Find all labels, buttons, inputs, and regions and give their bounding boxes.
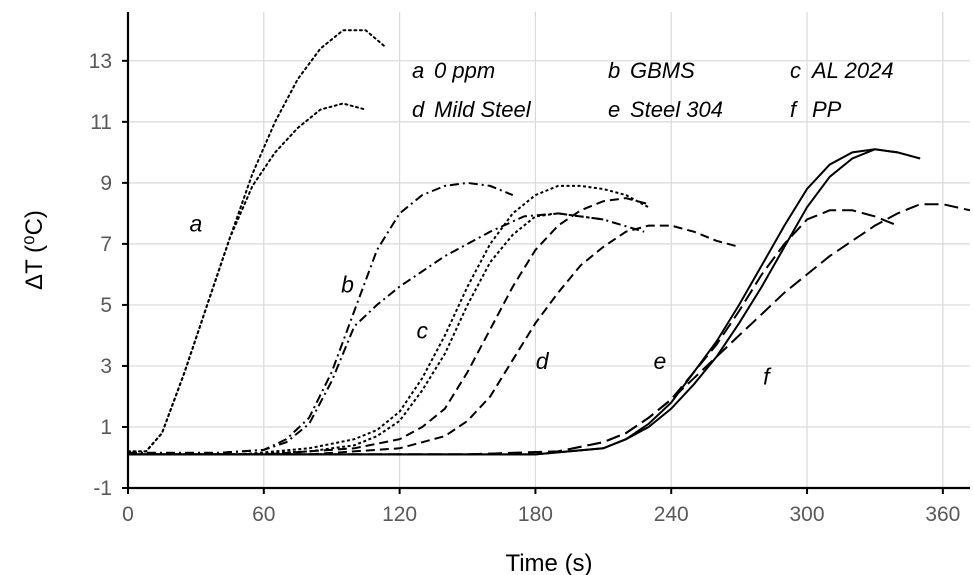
y-tick-label: 1 (100, 416, 112, 439)
curve-label-d: d (536, 348, 550, 374)
series-d-line-6 (128, 198, 649, 454)
series-b-line-2 (128, 183, 513, 453)
x-tick-label: 120 (382, 503, 417, 526)
series-a-line-0 (128, 30, 384, 451)
axes (128, 12, 970, 488)
x-tick-label: 0 (122, 503, 134, 526)
tick-marks (122, 61, 943, 494)
series-group (128, 30, 970, 454)
y-tick-label: 11 (90, 111, 112, 134)
series-c-line-5 (128, 213, 603, 454)
legend-key-a: a (412, 58, 424, 83)
series-d-line-7 (128, 226, 739, 455)
x-axis-title: Time (s) (505, 550, 592, 575)
series-c-line-4 (128, 186, 649, 455)
legend-label-a: 0 ppm (434, 58, 495, 83)
curve-label-a: a (190, 211, 203, 237)
legend-key-c: c (790, 58, 801, 83)
y-tick-label: 5 (100, 294, 112, 317)
legend-key-b: b (608, 58, 620, 83)
curve-label-f: f (763, 363, 772, 389)
legend-label-e: Steel 304 (630, 97, 723, 122)
legend-label-d: Mild Steel (434, 97, 532, 122)
x-tick-label: 360 (925, 503, 960, 526)
x-tick-label: 300 (790, 503, 825, 526)
legend-label-b: GBMS (630, 58, 695, 83)
y-tick-label: -1 (93, 477, 112, 500)
series-e-line-8 (128, 210, 898, 454)
legend-key-d: d (412, 97, 425, 122)
x-tick-label: 240 (654, 503, 689, 526)
curve-label-b: b (341, 272, 354, 298)
y-axis-title: ΔT (⁰C) (21, 210, 48, 290)
legend-key-f: f (790, 97, 799, 122)
curve-label-c: c (416, 317, 428, 343)
series-a-line-1 (128, 104, 366, 452)
legend-label-f: PP (812, 97, 842, 122)
series-e-line-9 (128, 204, 970, 454)
series-f-line-10 (128, 149, 920, 454)
legend: a 0 ppm b GBMS c AL 2024 d Mild Steel e Steel 304… (412, 58, 894, 122)
curve-label-e: e (654, 348, 667, 374)
legend-label-c: AL 2024 (810, 58, 894, 83)
grid-lines (128, 12, 970, 488)
y-tick-label: 3 (100, 355, 112, 378)
y-tick-label: 9 (100, 172, 112, 195)
y-tick-label: 13 (89, 50, 112, 73)
x-tick-label: 60 (252, 503, 275, 526)
legend-key-e: e (608, 97, 620, 122)
y-tick-label: 7 (100, 233, 112, 256)
x-tick-label: 180 (518, 503, 553, 526)
series-b-line-3 (128, 213, 644, 453)
